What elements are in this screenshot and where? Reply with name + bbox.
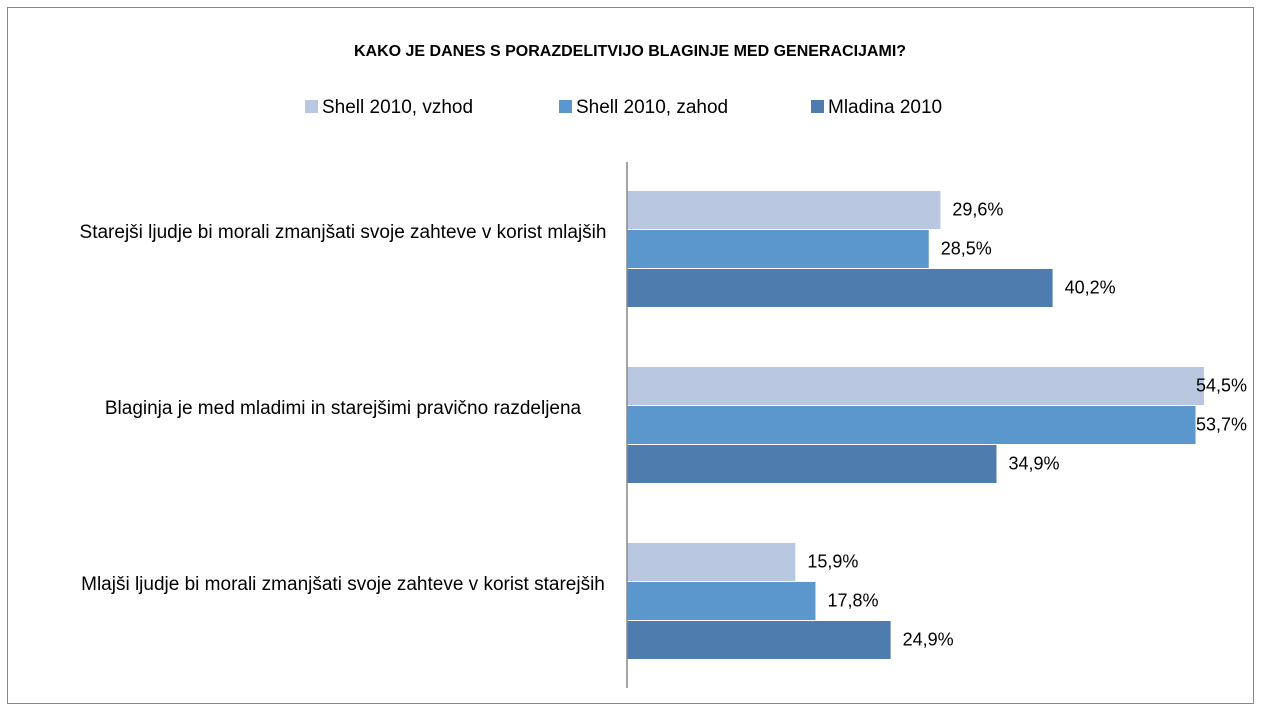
category-label: Mlajši ljudje bi morali zmanjšati svoje …: [81, 573, 605, 595]
data-label: 24,9%: [903, 629, 954, 649]
data-label: 28,5%: [941, 238, 992, 258]
legend-label: Mladina 2010: [828, 97, 942, 118]
bar: [627, 543, 796, 581]
bar: [627, 367, 1204, 405]
legend-swatch: [811, 100, 824, 113]
bar: [627, 621, 891, 659]
data-label: 40,2%: [1065, 277, 1116, 297]
legend-label: Shell 2010, vzhod: [322, 97, 473, 118]
bar: [627, 445, 997, 483]
bar: [627, 191, 941, 229]
legend-swatch: [305, 100, 318, 113]
data-label: 29,6%: [952, 199, 1003, 219]
data-label: 17,8%: [827, 590, 878, 610]
bar: [627, 269, 1053, 307]
chart-title: KAKO JE DANES S PORAZDELITVIJO BLAGINJE …: [354, 43, 906, 60]
data-label: 15,9%: [807, 551, 858, 571]
bar: [627, 406, 1196, 444]
data-label: 54,5%: [1196, 375, 1247, 395]
bar: [627, 230, 929, 268]
legend-label: Shell 2010, zahod: [576, 97, 728, 118]
data-label: 34,9%: [1008, 453, 1059, 473]
legend-swatch: [559, 100, 572, 113]
bar: [627, 582, 816, 620]
category-label: Starejši ljudje bi morali zmanjšati svoj…: [79, 221, 607, 243]
data-label: 53,7%: [1196, 414, 1247, 434]
category-label: Blaginja je med mladimi in starejšimi pr…: [104, 397, 582, 419]
